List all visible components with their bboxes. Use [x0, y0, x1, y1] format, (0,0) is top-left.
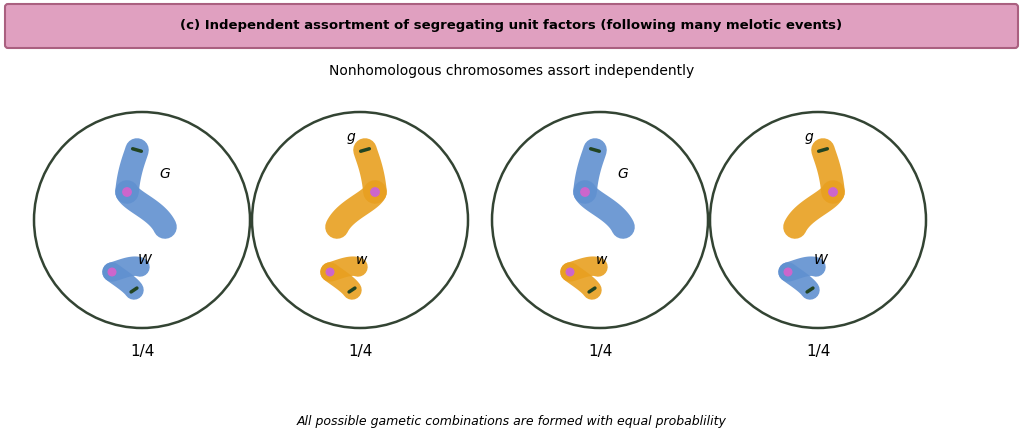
Circle shape [108, 268, 116, 276]
Text: 1/4: 1/4 [806, 344, 831, 359]
Text: 1/4: 1/4 [130, 344, 154, 359]
Circle shape [829, 188, 837, 196]
Text: w: w [356, 253, 367, 267]
Text: G: G [159, 167, 170, 181]
Text: w: w [596, 253, 608, 267]
Circle shape [492, 112, 708, 328]
Text: g: g [347, 130, 356, 144]
Text: G: G [617, 167, 628, 181]
Text: W: W [814, 253, 828, 267]
Circle shape [370, 188, 380, 196]
Text: (c) Independent assortment of segregating unit factors (following many melotic e: (c) Independent assortment of segregatin… [180, 20, 843, 32]
Text: Nonhomologous chromosomes assort independently: Nonhomologous chromosomes assort indepen… [328, 64, 695, 78]
FancyBboxPatch shape [5, 4, 1018, 48]
Text: g: g [805, 130, 813, 144]
Circle shape [252, 112, 468, 328]
Circle shape [566, 268, 574, 276]
Text: W: W [138, 253, 151, 267]
Circle shape [785, 268, 792, 276]
Circle shape [34, 112, 250, 328]
Circle shape [581, 188, 589, 196]
Circle shape [710, 112, 926, 328]
Circle shape [123, 188, 131, 196]
Circle shape [326, 268, 333, 276]
Text: All possible gametic combinations are formed with equal probablility: All possible gametic combinations are fo… [297, 414, 726, 427]
Text: 1/4: 1/4 [348, 344, 372, 359]
Text: 1/4: 1/4 [588, 344, 612, 359]
